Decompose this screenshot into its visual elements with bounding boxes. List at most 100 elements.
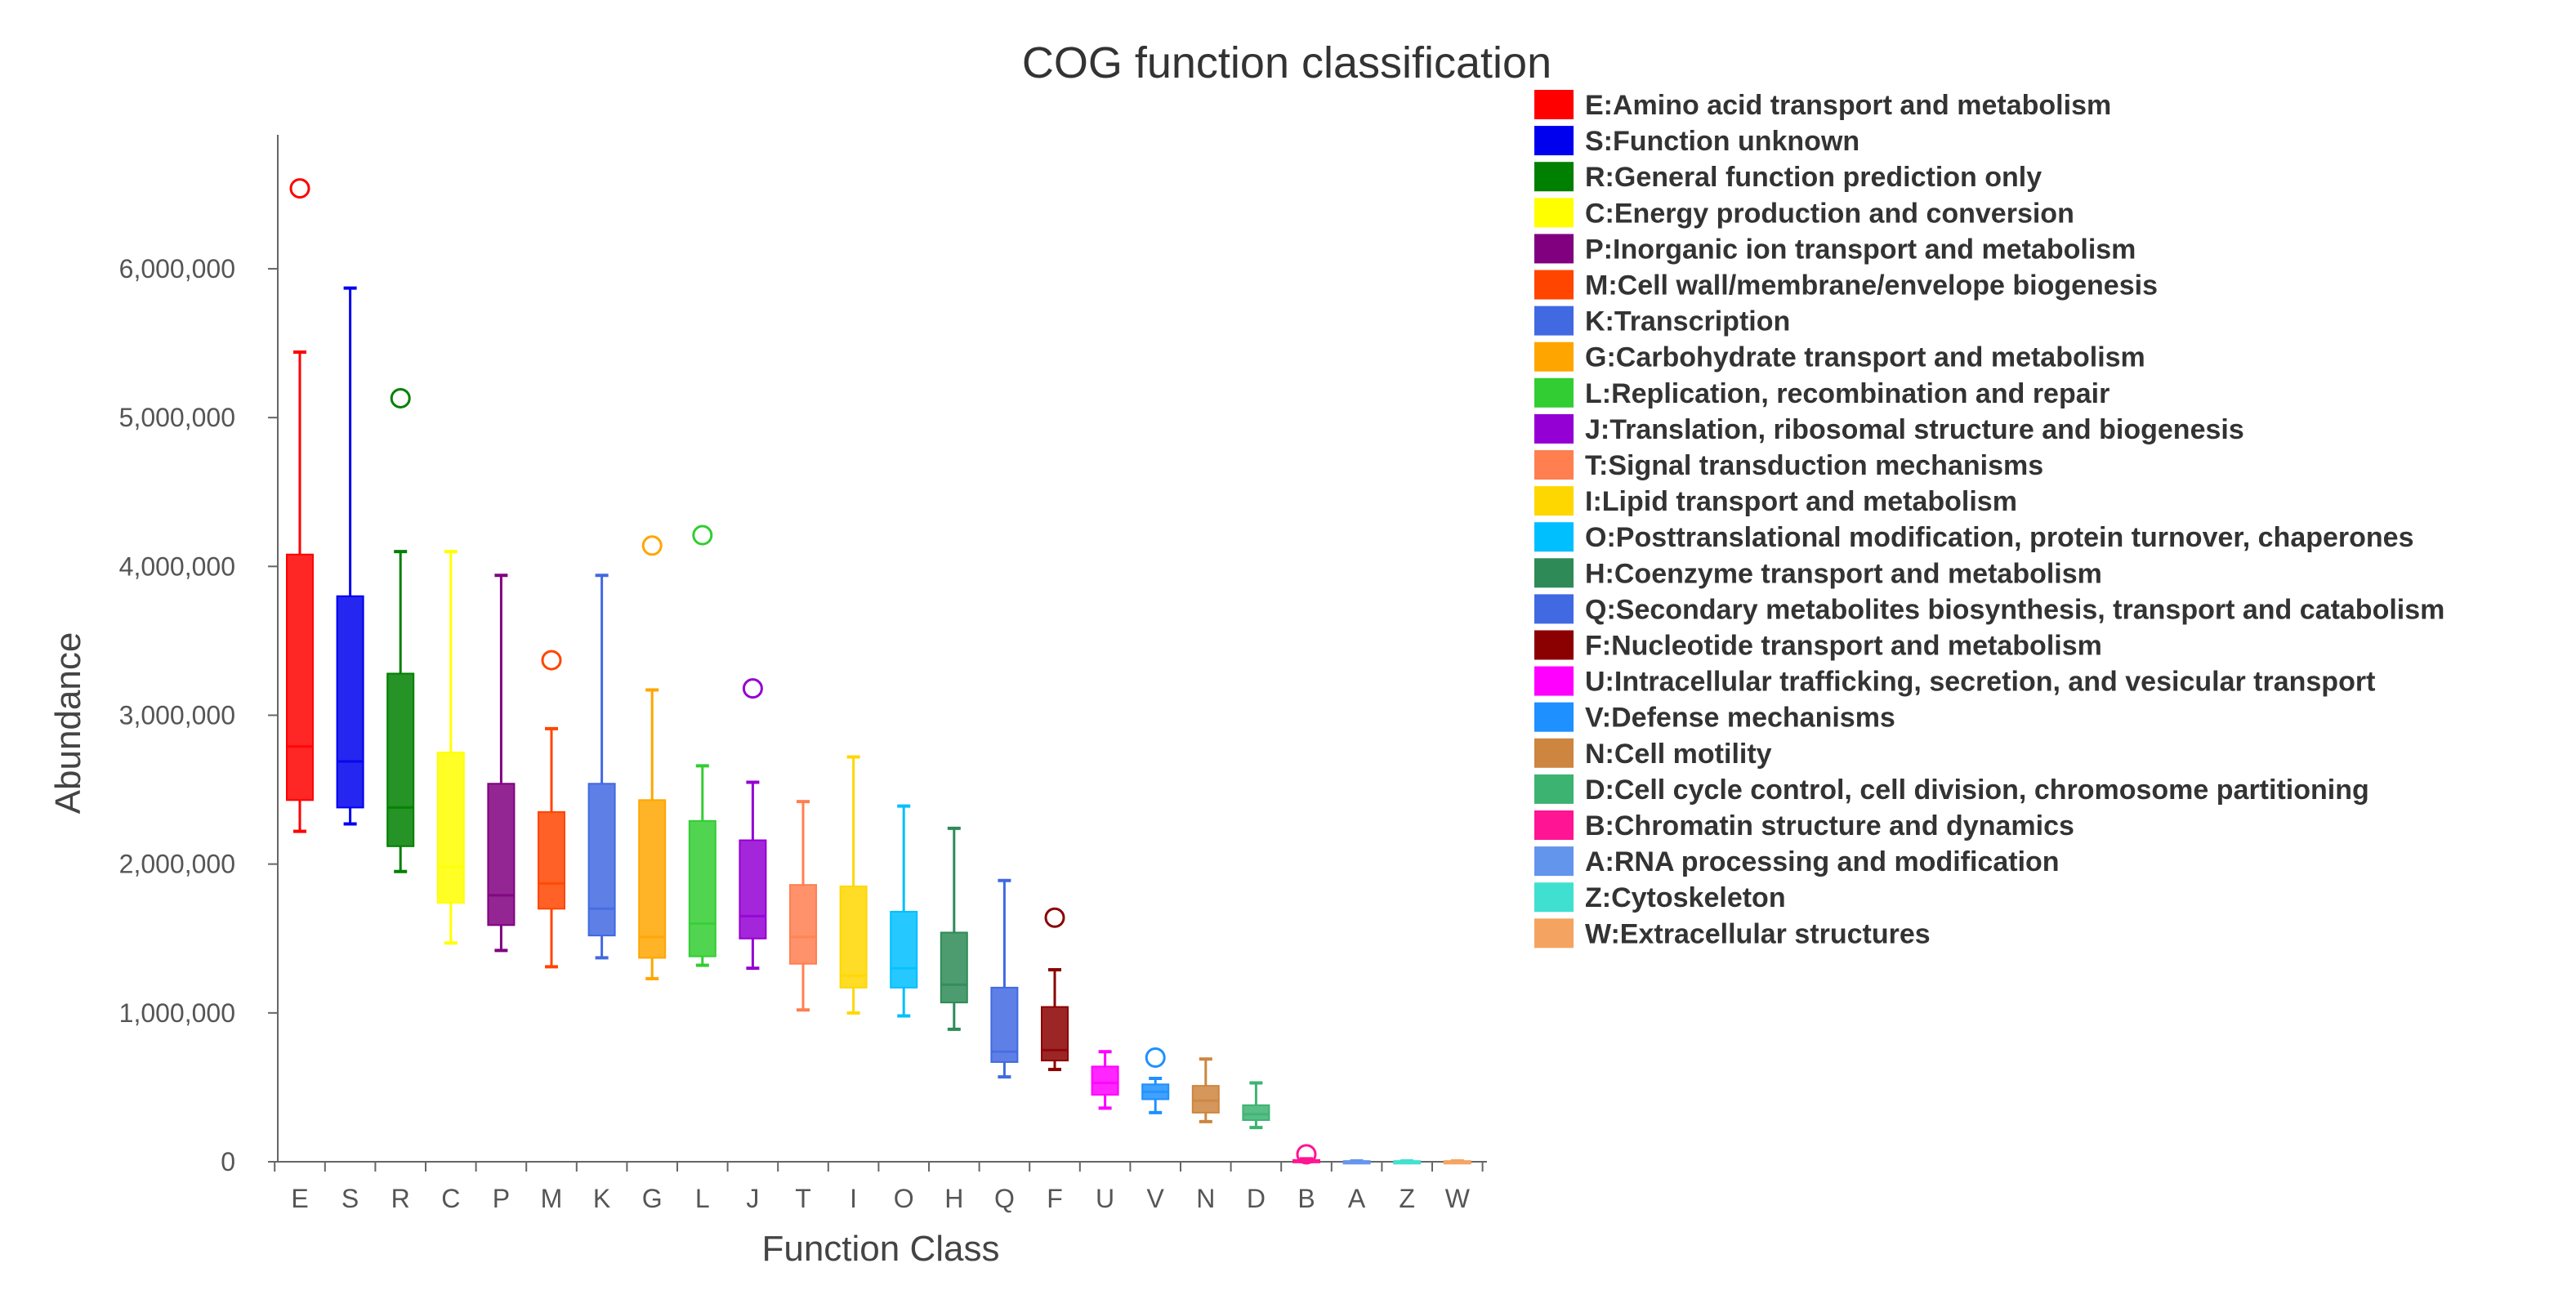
box-iqr [1091, 1065, 1119, 1096]
box-L [688, 525, 717, 967]
legend-swatch [1534, 522, 1574, 552]
legend-label: H:Coenzyme transport and metabolism [1585, 558, 2102, 589]
box-iqr [638, 799, 667, 959]
legend-swatch [1534, 413, 1574, 444]
legend-label: N:Cell motility [1585, 739, 1772, 770]
legend-swatch [1534, 918, 1574, 949]
legend-swatch [1534, 377, 1574, 408]
box-iqr [789, 884, 817, 965]
box-iqr [487, 783, 516, 926]
x-tick-label: C [441, 1184, 460, 1213]
legend-swatch [1534, 306, 1574, 336]
x-tick-label: L [695, 1184, 710, 1213]
box-S [336, 286, 364, 826]
outlier-point [1296, 1144, 1317, 1165]
box-iqr [890, 910, 918, 989]
box-D [1242, 1081, 1270, 1130]
y-axis-ticks: 0 1,000,000 2,000,000 3,000,000 4,000,000 5,0… [119, 254, 278, 1176]
box-iqr [990, 986, 1019, 1063]
legend-item-U: U:Intracellular trafficking, secretion, … [1534, 666, 2375, 698]
x-tick-label: D [1247, 1184, 1266, 1213]
box-V [1141, 1047, 1170, 1114]
outlier-point [692, 525, 713, 546]
legend-item-B: B:Chromatin structure and dynamics [1534, 810, 2074, 841]
legend-label: D:Cell cycle control, cell division, chr… [1585, 774, 2369, 806]
legend-swatch [1534, 450, 1574, 480]
box-U [1091, 1050, 1119, 1110]
chart-title: COG function classification [1022, 38, 1551, 87]
legend-item-F: F:Nucleotide transport and metabolism [1534, 630, 2102, 662]
legend-item-Q: Q:Secondary metabolites biosynthesis, tr… [1534, 594, 2444, 625]
legend-label: T:Signal transduction mechanisms [1585, 450, 2043, 481]
box-F [1041, 907, 1069, 1072]
box-A [1342, 1158, 1371, 1165]
box-iqr [286, 553, 314, 801]
outlier-point [1145, 1047, 1166, 1068]
legend-swatch [1534, 198, 1574, 228]
box-iqr [1191, 1085, 1220, 1114]
x-tick-label: P [493, 1184, 510, 1213]
box-B [1292, 1144, 1320, 1165]
x-tick-label: V [1147, 1184, 1165, 1213]
legend-swatch [1534, 558, 1574, 588]
box-K [587, 574, 616, 960]
legend: E:Amino acid transport and metabolism S:F… [1534, 90, 2444, 949]
box-W [1443, 1158, 1471, 1165]
y-tick-label: 1,000,000 [119, 998, 235, 1028]
outlier-point [541, 650, 562, 671]
legend-label: W:Extracellular structures [1585, 918, 1931, 949]
legend-label: E:Amino acid transport and metabolism [1585, 90, 2111, 121]
legend-label: J:Translation, ribosomal structure and b… [1585, 414, 2244, 445]
outlier-point [390, 387, 411, 408]
legend-item-G: G:Carbohydrate transport and metabolism [1534, 341, 2145, 373]
y-tick-label: 6,000,000 [119, 254, 235, 283]
box-iqr [1242, 1104, 1270, 1121]
legend-label: V:Defense mechanisms [1585, 703, 1895, 734]
box-T [789, 800, 817, 1012]
x-tick-label: A [1348, 1184, 1366, 1213]
x-tick-label: Q [994, 1184, 1015, 1213]
legend-swatch [1534, 738, 1574, 768]
box-G [638, 535, 667, 980]
y-tick-label: 3,000,000 [119, 700, 235, 730]
legend-item-R: R:General function prediction only [1534, 162, 2042, 193]
x-tick-label: F [1047, 1184, 1063, 1213]
x-tick-label: S [342, 1184, 359, 1213]
legend-item-H: H:Coenzyme transport and metabolism [1534, 558, 2102, 589]
legend-swatch [1534, 702, 1574, 732]
x-tick-label: W [1445, 1184, 1471, 1213]
y-axis-title: Abundance [48, 632, 88, 815]
legend-label: C:Energy production and conversion [1585, 198, 2074, 229]
legend-item-A: A:RNA processing and modification [1534, 846, 2060, 877]
box-iqr [839, 885, 868, 989]
box-O [890, 804, 918, 1018]
box-iqr [538, 810, 565, 910]
legend-label: F:Nucleotide transport and metabolism [1585, 631, 2102, 662]
legend-item-V: V:Defense mechanisms [1534, 702, 1895, 734]
legend-label: L:Replication, recombination and repair [1585, 378, 2109, 409]
legend-item-I: I:Lipid transport and metabolism [1534, 486, 2017, 517]
x-tick-label: G [642, 1184, 663, 1213]
y-tick-label: 2,000,000 [119, 850, 235, 879]
y-tick-label: 4,000,000 [119, 551, 235, 581]
legend-swatch [1534, 270, 1574, 300]
legend-item-D: D:Cell cycle control, cell division, chr… [1534, 774, 2369, 806]
box-R [386, 387, 415, 873]
legend-item-O: O:Posttranslational modification, protei… [1534, 522, 2414, 553]
legend-item-E: E:Amino acid transport and metabolism [1534, 90, 2111, 121]
legend-label: M:Cell wall/membrane/envelope biogenesis [1585, 270, 2158, 301]
legend-item-L: L:Replication, recombination and repair [1534, 377, 2109, 409]
box-iqr [688, 819, 717, 958]
legend-item-C: C:Energy production and conversion [1534, 198, 2074, 229]
legend-item-J: J:Translation, ribosomal structure and b… [1534, 413, 2244, 445]
box-Q [990, 878, 1019, 1079]
x-tick-label: O [894, 1184, 914, 1213]
legend-label: O:Posttranslational modification, protei… [1585, 522, 2414, 553]
legend-item-N: N:Cell motility [1534, 738, 1772, 770]
legend-swatch [1534, 594, 1574, 624]
box-H [940, 826, 968, 1031]
legend-swatch [1534, 882, 1574, 913]
legend-item-P: P:Inorganic ion transport and metabolism [1534, 234, 2136, 265]
legend-label: Q:Secondary metabolites biosynthesis, tr… [1585, 594, 2444, 625]
x-tick-label: T [795, 1184, 811, 1213]
